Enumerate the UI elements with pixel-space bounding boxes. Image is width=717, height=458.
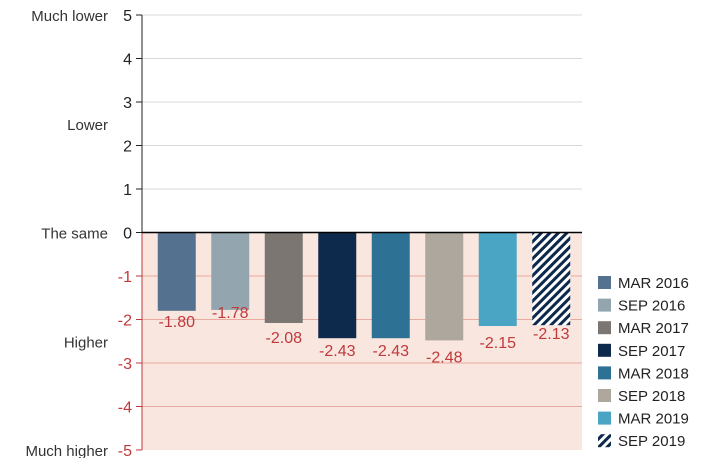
y-tick-label: 0 xyxy=(123,226,132,243)
legend-swatch xyxy=(598,434,611,448)
y-tick-label: 5 xyxy=(123,8,132,25)
y-tick-label: -5 xyxy=(118,443,132,458)
data-label: -2.48 xyxy=(426,349,463,366)
legend-label: SEP 2019 xyxy=(618,433,685,450)
legend-swatch xyxy=(598,321,611,335)
bar-sep-2017 xyxy=(318,232,357,339)
legend-swatch xyxy=(598,411,611,425)
y-tick-label: -4 xyxy=(118,400,132,417)
bar-sep-2019 xyxy=(532,232,571,326)
y-category-label: Lower xyxy=(67,117,108,134)
legend-swatch xyxy=(598,276,611,289)
y-tick-label: -3 xyxy=(118,356,132,373)
y-tick-label: 3 xyxy=(123,95,132,112)
y-tick-labels: 5 4 3 2 1 0 -1 -2 -3 -4 -5 xyxy=(118,8,132,458)
legend-swatch xyxy=(598,343,611,357)
data-label: -2.08 xyxy=(266,330,303,347)
legend: MAR 2016 SEP 2016 MAR 2017 SEP 2017 MAR 2018… xyxy=(598,275,689,450)
bar-mar-2016 xyxy=(157,232,196,311)
legend-label: MAR 2016 xyxy=(618,275,689,292)
data-label: -2.43 xyxy=(373,343,410,360)
data-label: -2.13 xyxy=(533,326,570,343)
bars xyxy=(157,232,571,341)
bar-mar-2017 xyxy=(264,232,303,323)
y-tick-label: 4 xyxy=(123,52,132,69)
y-category-labels: Much lower Lower The same Higher Much higher xyxy=(25,8,108,458)
y-tick-label: 2 xyxy=(123,139,132,156)
legend-label: SEP 2018 xyxy=(618,388,685,405)
data-label: -1.80 xyxy=(159,314,196,331)
y-category-label: Much higher xyxy=(25,443,108,458)
data-label: -2.43 xyxy=(319,343,356,360)
bar-mar-2019 xyxy=(478,232,517,327)
legend-label: SEP 2017 xyxy=(618,343,685,360)
y-tick-label: 1 xyxy=(123,182,132,199)
y-category-label: The same xyxy=(41,226,108,243)
legend-label: MAR 2019 xyxy=(618,411,689,428)
axes xyxy=(136,14,582,451)
y-category-label: Higher xyxy=(64,334,108,351)
legend-swatch xyxy=(598,389,611,402)
data-label: -1.78 xyxy=(212,305,249,322)
legend-label: MAR 2018 xyxy=(618,365,689,382)
legend-swatch xyxy=(598,366,611,380)
bar-sep-2016 xyxy=(211,232,250,310)
y-category-label: Much lower xyxy=(31,8,108,25)
legend-swatch xyxy=(598,298,611,312)
y-tick-label: -1 xyxy=(118,269,132,286)
bar-mar-2018 xyxy=(371,232,410,339)
bar-sep-2018 xyxy=(425,232,464,341)
legend-label: SEP 2016 xyxy=(618,298,685,315)
data-label: -2.15 xyxy=(480,335,517,352)
data-labels: -1.80 -1.78 -2.08 -2.43 -2.43 -2.48 -2.15 -2.13 xyxy=(159,305,570,366)
y-tick-label: -2 xyxy=(118,313,132,330)
legend-label: MAR 2017 xyxy=(618,320,689,337)
